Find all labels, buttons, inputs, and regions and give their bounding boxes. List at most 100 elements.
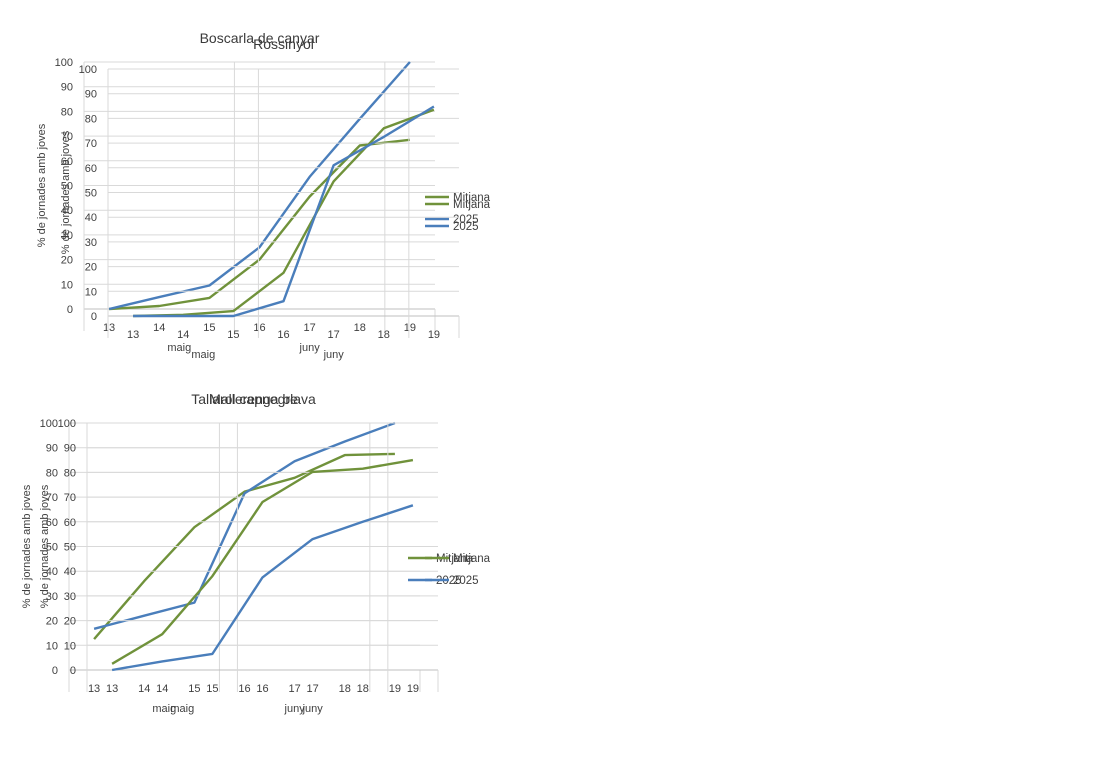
x-tick-label: 18: [354, 322, 366, 334]
chart-title: Tallarol capnegre: [191, 391, 298, 407]
series-line-2025: [111, 504, 414, 672]
series-line-mitjana: [93, 452, 395, 640]
x-tick-label: 16: [253, 322, 265, 334]
y-tick-label: 80: [85, 113, 97, 125]
y-tick-label: 20: [61, 255, 73, 267]
y-tick-label: 10: [61, 279, 73, 291]
series-line-mitjana: [111, 458, 414, 665]
legend-label: Mitjana: [436, 553, 474, 565]
chart-panel-mallerenga: 0 10 20 30 40 50 60 70 80 90 100 13 14 15 16 17 18 19 maig…: [39, 380, 1087, 757]
y-tick-label: 40: [61, 205, 73, 217]
chart-panel-tallarol: 0 10 20 30 40 50 60 70 80 90 100 13 14 15 16 17 18 19 maig…: [0, 380, 540, 757]
x-tick-label: 14: [138, 683, 150, 695]
y-tick-label: 60: [64, 517, 76, 529]
y-tick-label: 100: [58, 418, 76, 430]
y-tick-label: 40: [85, 212, 97, 224]
legend-label: 2025: [453, 214, 479, 226]
y-tick-label: 50: [61, 181, 73, 193]
legend-label: Mitjana: [453, 192, 491, 204]
legend-label: 2025: [453, 221, 479, 233]
chart-title: Rossinyol: [253, 36, 314, 52]
legend-label: Mitjana: [453, 553, 491, 565]
y-axis-label: % de jornades amb joves: [60, 130, 72, 254]
chart-title: Mallerenga blava: [209, 391, 316, 407]
x-tick-label: 19: [389, 683, 401, 695]
y-tick-label: 40: [64, 566, 76, 578]
x-tick-label: 18: [339, 683, 351, 695]
x-group-label: maig: [170, 703, 194, 715]
y-tick-label: 0: [91, 311, 97, 323]
x-group-label: juny: [284, 703, 306, 715]
x-tick-label: 17: [304, 322, 316, 334]
y-tick-label: 60: [85, 163, 97, 175]
y-tick-label: 70: [61, 131, 73, 143]
x-group-label: maig: [152, 703, 176, 715]
y-tick-label: 30: [85, 237, 97, 249]
y-tick-label: 0: [70, 665, 76, 677]
y-tick-label: 30: [64, 591, 76, 603]
x-tick-label: 15: [227, 329, 239, 341]
x-tick-label: 13: [103, 322, 115, 334]
series-line-mitjana: [109, 138, 411, 311]
y-tick-label: 10: [46, 640, 58, 652]
y-axis-label: % de jornades amb joves: [39, 484, 51, 608]
y-tick-label: 40: [46, 566, 58, 578]
y-tick-label: 70: [46, 492, 58, 504]
x-tick-label: 15: [203, 322, 215, 334]
y-tick-label: 80: [64, 467, 76, 479]
y-tick-label: 30: [46, 591, 58, 603]
x-tick-label: 13: [88, 683, 100, 695]
y-tick-label: 60: [46, 517, 58, 529]
x-tick-label: 14: [153, 322, 165, 334]
y-tick-label: 100: [55, 57, 73, 69]
y-tick-label: 20: [46, 616, 58, 628]
chart-panel-boscarla: 0 10 20 30 40 50 60 70 80 90 100 13 14 15 16 17 18 19 maig…: [0, 0, 540, 377]
y-tick-label: 100: [79, 64, 97, 76]
x-tick-label: 13: [106, 683, 118, 695]
x-group-label: juny: [299, 342, 321, 354]
y-tick-label: 10: [64, 640, 76, 652]
x-tick-label: 14: [156, 683, 168, 695]
x-group-label: maig: [191, 349, 215, 361]
y-tick-label: 50: [85, 188, 97, 200]
y-tick-label: 0: [67, 304, 73, 316]
x-tick-label: 19: [407, 683, 419, 695]
y-tick-label: 50: [64, 542, 76, 554]
x-tick-label: 14: [177, 329, 189, 341]
chart-panel-rossinyol: 0 10 20 30 40 50 60 70 80 90 100 13 14 15 16 17 18 19 maig…: [60, 0, 1087, 377]
x-tick-label: 17: [307, 683, 319, 695]
x-group-label: juny: [323, 349, 345, 361]
y-tick-label: 10: [85, 286, 97, 298]
y-tick-label: 50: [46, 542, 58, 554]
y-tick-label: 90: [46, 443, 58, 455]
x-tick-label: 15: [206, 683, 218, 695]
y-axis-label: % de jornades amb joves: [21, 484, 33, 608]
x-tick-label: 16: [256, 683, 268, 695]
y-tick-label: 20: [85, 262, 97, 274]
x-tick-label: 13: [127, 329, 139, 341]
x-tick-label: 19: [428, 329, 440, 341]
y-tick-label: 60: [61, 156, 73, 168]
y-tick-label: 70: [64, 492, 76, 504]
x-tick-label: 17: [328, 329, 340, 341]
y-tick-label: 20: [64, 616, 76, 628]
x-group-label: maig: [167, 342, 191, 354]
x-tick-label: 17: [289, 683, 301, 695]
y-tick-label: 80: [46, 467, 58, 479]
chart-title: Boscarla de canyar: [200, 30, 320, 46]
legend-label: Mitjana: [453, 199, 491, 211]
y-tick-label: 80: [61, 106, 73, 118]
x-tick-label: 16: [238, 683, 250, 695]
x-tick-label: 15: [188, 683, 200, 695]
legend-label: 2025: [453, 575, 479, 587]
y-tick-label: 90: [61, 82, 73, 94]
y-tick-label: 70: [85, 138, 97, 150]
y-tick-label: 0: [52, 665, 58, 677]
x-tick-label: 18: [378, 329, 390, 341]
y-tick-label: 90: [64, 443, 76, 455]
